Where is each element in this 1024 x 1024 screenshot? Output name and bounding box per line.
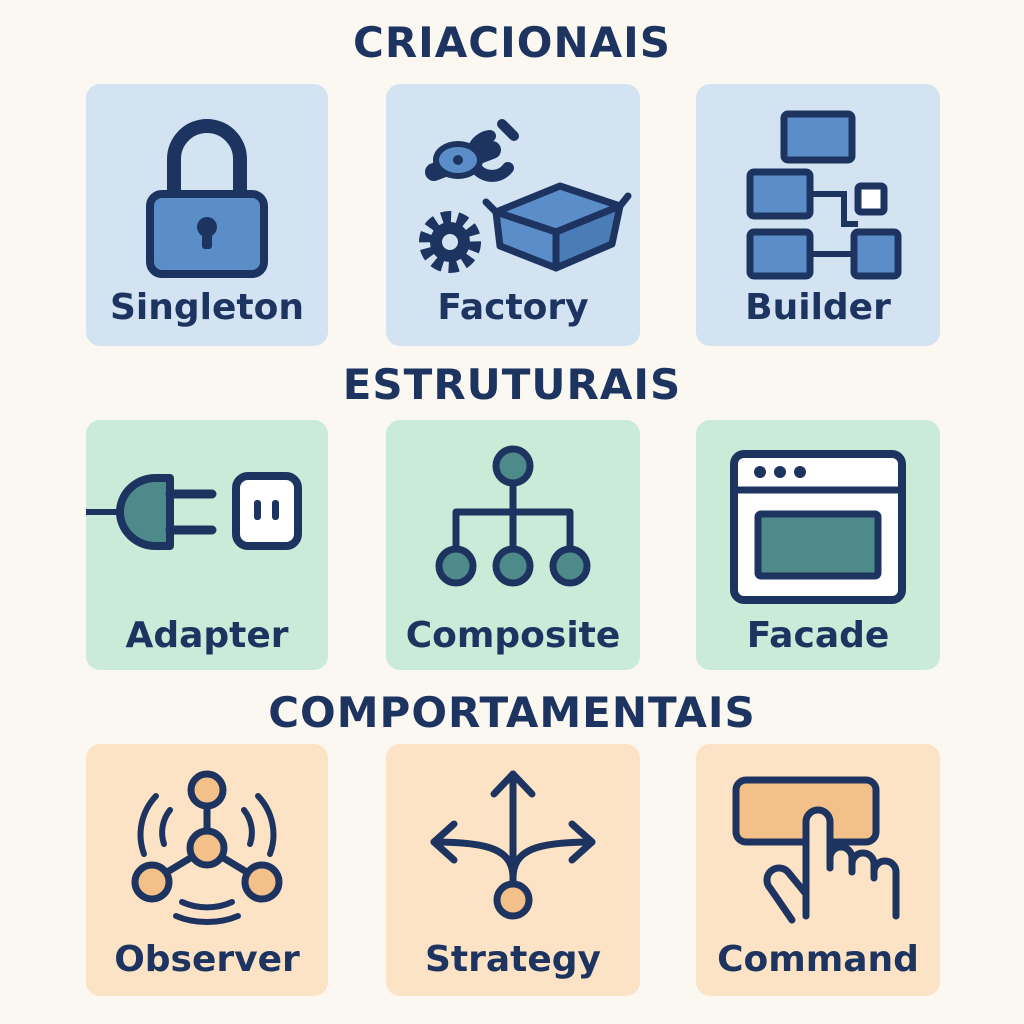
section-title-creational: CRIACIONAIS	[353, 18, 671, 67]
section-title-behavioral: COMPORTAMENTAIS	[268, 688, 756, 737]
card-label: Observer	[114, 939, 300, 980]
card-label: Strategy	[424, 939, 602, 980]
browser-window-icon	[730, 450, 906, 604]
button-press-icon	[732, 776, 900, 924]
builder-blocks-icon	[746, 110, 902, 280]
card-adapter[interactable]: Adapter	[86, 420, 328, 670]
card-factory[interactable]: Factory	[386, 84, 640, 346]
card-composite[interactable]: Composite	[386, 420, 640, 670]
card-singleton[interactable]: Singleton	[86, 84, 328, 346]
padlock-icon	[146, 119, 268, 278]
card-label: Composite	[405, 615, 621, 656]
plug-socket-icon	[86, 472, 302, 550]
card-facade[interactable]: Facade	[696, 420, 940, 670]
card-builder[interactable]: Builder	[696, 84, 940, 346]
card-label: Facade	[746, 615, 890, 656]
card-observer[interactable]: Observer	[86, 744, 328, 996]
card-label: Singleton	[110, 287, 304, 328]
card-strategy[interactable]: Strategy	[386, 744, 640, 996]
factory-tools-box-icon	[419, 119, 632, 273]
tree-hierarchy-icon	[435, 445, 591, 587]
section-title-structural: ESTRUTURAIS	[342, 360, 682, 409]
card-label: Adapter	[125, 615, 289, 656]
card-label: Command	[717, 939, 919, 980]
card-label: Factory	[437, 287, 589, 328]
card-label: Builder	[745, 287, 891, 328]
observer-network-icon	[131, 770, 283, 925]
card-command[interactable]: Command	[696, 744, 940, 996]
branching-arrows-icon	[430, 770, 596, 920]
